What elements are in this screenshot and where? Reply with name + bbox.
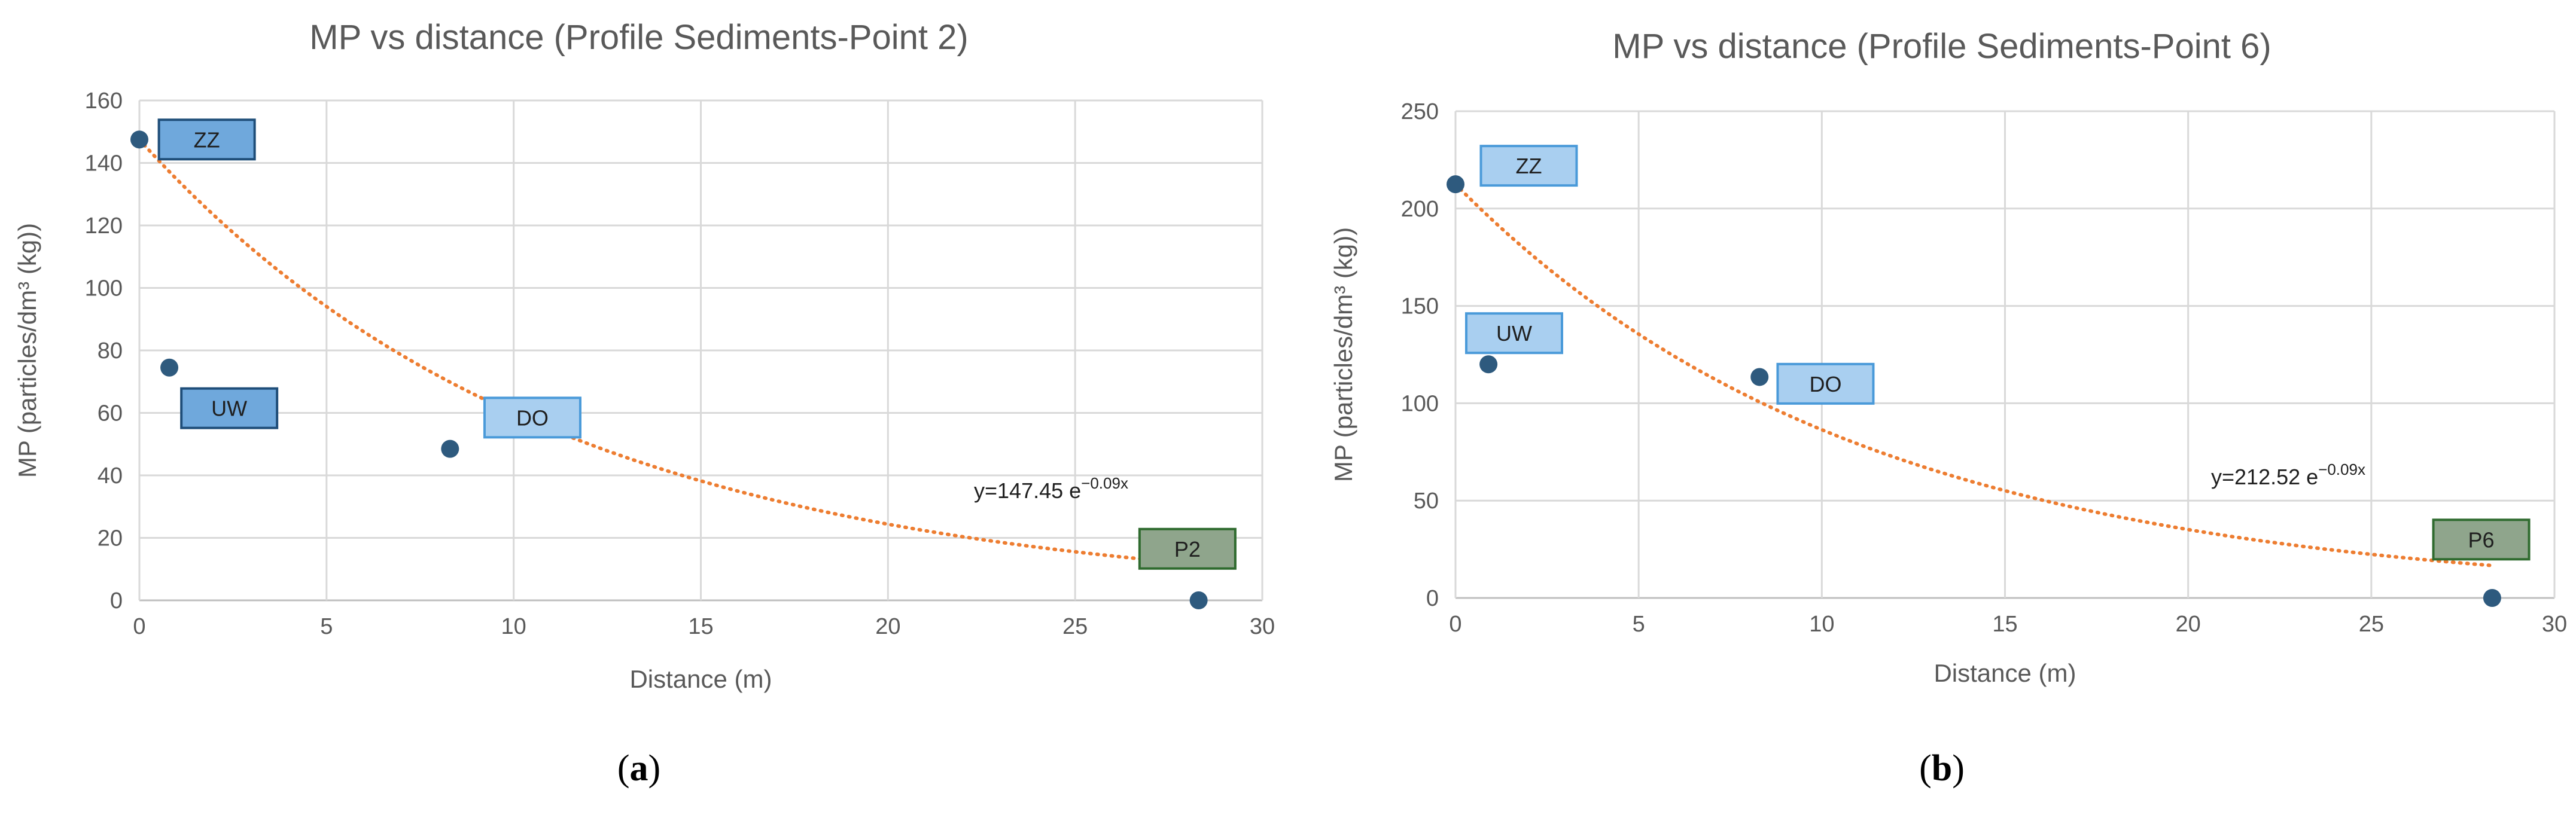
x-tick-label: 15 [688,614,713,639]
y-axis-label: MP (particles/dm³ (kg)) [1329,227,1357,482]
y-tick-label: 20 [98,526,123,551]
y-tick-label: 0 [110,588,123,614]
annotation-box-do: DO [1776,362,1875,405]
x-tick-label: 5 [1633,612,1645,637]
data-point [1189,591,1208,609]
y-tick-label: 100 [1401,391,1439,416]
data-point [1447,175,1464,194]
x-tick-label: 10 [501,614,526,639]
x-tick-label: 25 [2359,612,2384,637]
x-tick-label: 0 [1449,612,1461,637]
x-axis-label: Distance (m) [629,665,772,693]
trendline-equation: y=212.52 e−0.09x [2211,460,2365,489]
x-tick-label: 15 [1992,612,2017,637]
trendline-equation: y=147.45 e−0.09x [974,474,1128,503]
y-tick-label: 140 [85,151,123,176]
x-tick-label: 5 [320,614,333,639]
annotation-box-uw: UW [180,387,279,429]
annotation-box-zz: ZZ [1479,145,1578,187]
annotation-box-zz: ZZ [157,118,256,161]
y-tick-label: 40 [98,463,123,489]
panel-label: (b) [1919,748,1965,789]
x-tick-label: 10 [1809,612,1834,637]
x-tick-label: 30 [2542,612,2567,637]
chart-panel-b: MP vs distance (Profile Sediments-Point … [1329,27,2567,789]
x-tick-label: 20 [875,614,900,639]
y-tick-label: 160 [85,88,123,114]
x-tick-label: 25 [1062,614,1088,639]
y-tick-label: 150 [1401,294,1439,319]
annotation-label: ZZ [194,127,220,152]
data-point [160,358,179,377]
data-point [1750,368,1769,386]
data-point [1479,355,1498,374]
annotation-box-do: DO [483,396,581,439]
y-axis-label: MP (particles/dm³ (kg)) [13,223,41,478]
annotation-label: UW [211,396,247,421]
trendline [1454,182,2494,567]
y-tick-label: 60 [98,401,123,426]
annotation-box-uw: UW [1464,312,1563,355]
annotation-label: ZZ [1515,154,1542,178]
x-tick-label: 30 [1250,614,1275,639]
trendline [138,138,1201,566]
panel-label: (a) [617,748,660,789]
annotation-label: P2 [1174,537,1201,561]
y-tick-label: 50 [1414,489,1439,514]
y-tick-label: 120 [85,213,123,239]
chart-title: MP vs distance (Profile Sediments-Point … [309,18,968,57]
data-point [2483,589,2501,607]
annotation-box-p6: P6 [2432,518,2531,561]
data-point [130,130,148,149]
y-tick-label: 100 [85,276,123,301]
annotation-box-p2: P2 [1138,527,1237,570]
x-tick-label: 0 [133,614,145,639]
annotation-label: DO [516,405,549,430]
y-tick-label: 200 [1401,197,1439,222]
y-tick-label: 250 [1401,99,1439,124]
y-tick-label: 80 [98,338,123,364]
chart-panel-a: MP vs distance (Profile Sediments-Point … [13,18,1275,789]
chart-title: MP vs distance (Profile Sediments-Point … [1612,27,2271,66]
x-axis-label: Distance (m) [1933,659,2076,687]
x-tick-label: 20 [2176,612,2201,637]
annotation-label: P6 [2468,527,2495,552]
annotation-label: UW [1496,321,1532,346]
annotation-label: DO [1809,372,1841,396]
y-tick-label: 0 [1426,586,1439,611]
data-point [441,439,459,458]
